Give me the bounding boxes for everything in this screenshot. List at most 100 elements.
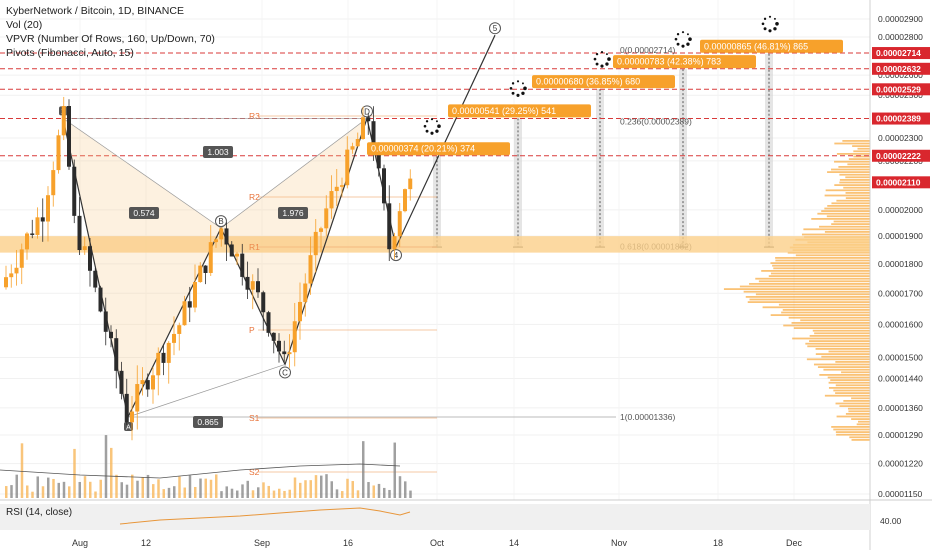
spinner-icon [600,51,604,54]
profile-bar [813,363,870,366]
candle-body [292,321,297,353]
profile-bar [761,270,870,272]
volume-bar [314,475,318,498]
profile-bar [817,366,870,368]
price-tick-label: 0.00001500 [878,353,923,363]
price-tick-label: 0.00001440 [878,374,923,384]
ratio-line [127,364,286,418]
spinner-icon [605,53,608,56]
profile-bar [834,142,870,145]
volume-bar [188,475,192,498]
candle-body [82,246,87,251]
volume-bar [136,480,139,498]
price-tick-label: 0.00002600 [878,70,923,80]
candle-body [303,283,308,302]
candle-body [403,189,407,212]
rsi-pane: 40.00 [0,499,932,530]
volume-bar [120,482,123,498]
profile-bar [770,314,870,316]
profile-bar [845,413,870,415]
spinner-icon [681,44,685,48]
profile-bar [745,296,870,298]
candle-body [93,270,98,288]
pattern-point [124,422,133,432]
profile-bar [826,215,870,218]
volume-bar [57,482,60,498]
profile-bar [847,163,870,166]
profile-bar [831,426,870,428]
profile-bar [755,293,870,296]
profile-bar [782,309,870,311]
profile-bar [811,218,870,220]
volume-bar [115,474,118,498]
candle-body [214,239,218,243]
time-tick-label: 14 [509,538,519,548]
profile-bar [828,381,870,384]
fib-label: 0.236(0.00002389) [620,117,692,127]
candle-body [287,352,292,355]
volume-bar [167,487,171,498]
spinner-icon [437,124,441,129]
price-tick-label: 0.00001800 [878,259,923,269]
profile-bar [851,439,870,441]
profile-bar [843,400,870,402]
pattern-triangle-bcd [221,118,367,365]
volume-bar [62,481,66,498]
volume-bar [309,480,312,498]
candle-body [250,281,255,290]
time-tick-label: 12 [141,538,151,548]
profile-bar [831,202,870,205]
volume-bars [0,435,412,498]
spinner-icon [516,93,520,97]
volume-bar [377,483,381,498]
candle-body [256,281,260,293]
profile-bar [845,176,870,179]
spinner-icon [430,131,434,135]
profile-bar [830,379,870,381]
volume-bar [356,490,360,498]
profile-bar [749,283,870,285]
pattern-point-label: D [364,107,370,116]
target-badge [613,55,756,69]
profile-bar [836,433,870,436]
spinner-icon [775,21,779,26]
volume-bar [15,474,18,498]
profile-bar [853,155,870,158]
pivot-label: S1 [249,413,260,423]
pattern-point [390,249,402,262]
candle-body [135,384,140,412]
target-badge [448,104,591,118]
volume-bar [146,474,150,498]
spinner-icon [511,82,515,85]
volume-bar [251,490,255,498]
candle-body [187,301,192,308]
volume-bar [162,489,165,498]
candle-body [298,301,302,322]
spinner-icon [763,17,767,21]
time-tick-label: 16 [343,538,353,548]
price-tick-label: 0.00002000 [878,205,923,215]
target-label: 0.00000865 (46.81%) 865 [704,41,808,51]
profile-bar [836,199,870,202]
candle-body [98,287,103,312]
profile-bar [821,355,870,358]
profile-bar [773,267,870,270]
candle-body [313,231,318,256]
candle-body [119,370,124,394]
candle-body [77,215,82,251]
chart-legend: KyberNetwork / Bitcoin, 1D, BINANCE Vol … [6,4,215,60]
volume-bar [246,480,249,498]
profile-bar [825,189,870,192]
target-label: 0.00000374 (20.21%) 374 [371,144,475,154]
volume-bar [241,484,244,498]
spinner-icon [686,33,689,36]
candle-body [382,168,386,204]
profile-bar [824,231,870,233]
time-tick-label: 18 [713,538,723,548]
spinner-icon [761,22,765,26]
volume-bar [89,481,92,498]
pattern-point [279,366,291,379]
profile-bar [856,423,870,426]
volume-bar [31,491,34,498]
